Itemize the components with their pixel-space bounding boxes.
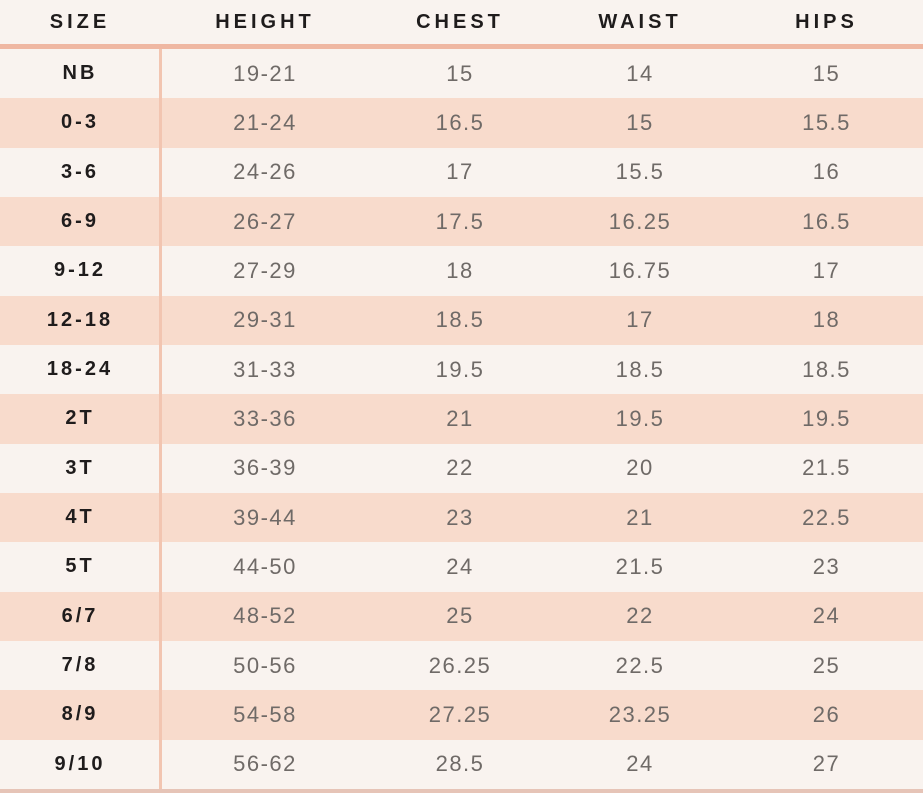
waist-cell: 16.25 xyxy=(608,208,672,234)
column-header-chest: CHEST xyxy=(416,10,504,33)
table-row: 5T 44-50 24 21.5 23 xyxy=(0,542,923,592)
height-cell: 31-33 xyxy=(233,356,297,382)
size-cell: 2T xyxy=(65,407,95,430)
height-cell: 27-29 xyxy=(233,257,297,283)
height-cell: 26-27 xyxy=(233,208,297,234)
size-cell: 18-24 xyxy=(46,358,114,381)
waist-cell: 21 xyxy=(626,504,654,530)
waist-cell: 23.25 xyxy=(608,701,672,727)
hips-cell: 18.5 xyxy=(802,356,851,382)
chest-cell: 26.25 xyxy=(428,652,492,678)
table-row: 4T 39-44 23 21 22.5 xyxy=(0,492,923,543)
table-row: 3-6 24-26 17 15.5 16 xyxy=(0,147,923,197)
size-cell: 12-18 xyxy=(46,308,114,331)
chest-cell: 25 xyxy=(446,603,474,629)
waist-cell: 14 xyxy=(626,60,654,86)
size-cell: NB xyxy=(62,62,98,85)
size-cell: 6-9 xyxy=(61,210,99,233)
column-header-waist: WAIST xyxy=(598,10,682,33)
size-cell: 8/9 xyxy=(61,703,99,726)
size-cell: 9/10 xyxy=(54,752,106,775)
waist-cell: 16.75 xyxy=(608,257,672,283)
height-cell: 24-26 xyxy=(233,159,297,185)
size-cell: 4T xyxy=(65,506,95,529)
size-cell: 6/7 xyxy=(61,604,99,627)
hips-cell: 23 xyxy=(812,553,841,579)
chest-cell: 24 xyxy=(446,553,474,579)
chest-cell: 28.5 xyxy=(435,751,485,777)
hips-cell: 16 xyxy=(812,159,841,185)
chest-cell: 23 xyxy=(446,504,474,530)
hips-cell: 22.5 xyxy=(802,504,851,530)
chest-cell: 27.25 xyxy=(428,701,492,727)
hips-cell: 26 xyxy=(812,701,841,727)
chest-cell: 21 xyxy=(446,405,474,431)
height-cell: 19-21 xyxy=(233,60,297,86)
table-header-row: SIZE HEIGHT CHEST WAIST HIPS xyxy=(0,0,923,49)
column-header-size: SIZE xyxy=(49,10,111,33)
height-cell: 44-50 xyxy=(233,553,297,579)
height-cell: 56-62 xyxy=(233,751,297,777)
size-cell: 9-12 xyxy=(53,259,107,282)
waist-cell: 18.5 xyxy=(615,356,665,382)
height-cell: 50-56 xyxy=(233,652,297,678)
height-cell: 36-39 xyxy=(233,455,297,481)
size-cell: 3-6 xyxy=(61,160,99,183)
table-row: 9-12 27-29 18 16.75 17 xyxy=(0,246,923,296)
height-cell: 33-36 xyxy=(233,405,297,431)
hips-cell: 16.5 xyxy=(802,208,851,234)
size-cell: 7/8 xyxy=(61,654,99,677)
table-body: NB 19-21 15 14 15 0-3 21-24 16.5 15 15.5… xyxy=(0,49,923,789)
height-cell: 54-58 xyxy=(233,701,297,727)
size-cell: 3T xyxy=(65,456,95,479)
table-row: NB 19-21 15 14 15 xyxy=(0,49,923,99)
table-row: 2T 33-36 21 19.5 19.5 xyxy=(0,394,923,444)
waist-cell: 17 xyxy=(626,307,654,333)
height-cell: 48-52 xyxy=(233,603,297,629)
hips-cell: 15.5 xyxy=(802,109,851,135)
chest-cell: 22 xyxy=(446,455,474,481)
size-cell: 5T xyxy=(65,555,95,578)
waist-cell: 19.5 xyxy=(615,405,665,431)
waist-cell: 20 xyxy=(626,455,654,481)
waist-cell: 24 xyxy=(626,751,654,777)
chest-cell: 15 xyxy=(446,60,474,86)
chest-cell: 18 xyxy=(446,257,474,283)
hips-cell: 27 xyxy=(812,751,841,777)
table-row: 18-24 31-33 19.5 18.5 18.5 xyxy=(0,344,923,395)
table-row: 12-18 29-31 18.5 17 18 xyxy=(0,295,923,345)
table-row: 8/9 54-58 27.25 23.25 26 xyxy=(0,690,923,740)
table-row: 6/7 48-52 25 22 24 xyxy=(0,591,923,641)
chest-cell: 17.5 xyxy=(435,208,485,234)
hips-cell: 25 xyxy=(812,652,841,678)
hips-cell: 19.5 xyxy=(802,405,851,431)
height-cell: 21-24 xyxy=(233,109,297,135)
table-row: 7/8 50-56 26.25 22.5 25 xyxy=(0,640,923,691)
waist-cell: 22 xyxy=(626,603,654,629)
hips-cell: 15 xyxy=(812,60,841,86)
table-row: 9/10 56-62 28.5 24 27 xyxy=(0,739,923,789)
column-header-height: HEIGHT xyxy=(215,10,315,33)
hips-cell: 24 xyxy=(812,603,841,629)
waist-cell: 15.5 xyxy=(615,159,665,185)
size-column-divider-line xyxy=(159,49,162,789)
hips-cell: 18 xyxy=(812,307,841,333)
table-row: 0-3 21-24 16.5 15 15.5 xyxy=(0,98,923,148)
chest-cell: 18.5 xyxy=(435,307,485,333)
hips-cell: 21.5 xyxy=(802,455,851,481)
waist-cell: 22.5 xyxy=(615,652,665,678)
waist-cell: 21.5 xyxy=(615,553,665,579)
height-cell: 39-44 xyxy=(233,504,297,530)
height-cell: 29-31 xyxy=(233,307,297,333)
chest-cell: 16.5 xyxy=(435,109,485,135)
table-row: 6-9 26-27 17.5 16.25 16.5 xyxy=(0,196,923,247)
chest-cell: 17 xyxy=(446,159,474,185)
size-cell: 0-3 xyxy=(61,111,99,134)
chest-cell: 19.5 xyxy=(435,356,485,382)
table-row: 3T 36-39 22 20 21.5 xyxy=(0,443,923,493)
column-header-hips: HIPS xyxy=(795,10,858,33)
hips-cell: 17 xyxy=(812,257,841,283)
waist-cell: 15 xyxy=(626,109,654,135)
